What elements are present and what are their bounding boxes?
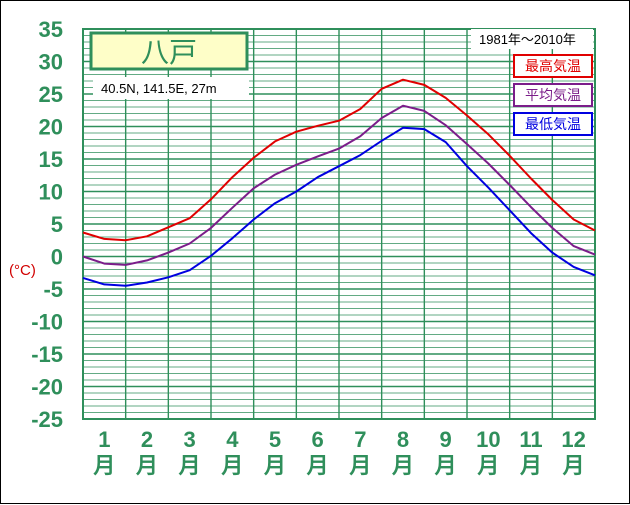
x-tick-unit: 月 [263,453,286,478]
y-tick-label: -20 [31,375,63,400]
x-tick-label: 9 [440,427,452,452]
x-tick-label: 11 [519,427,542,452]
x-tick-label: 2 [141,427,153,452]
y-tick-label: 35 [39,17,63,42]
y-tick-label: 15 [39,147,63,172]
period-label: 1981年〜2010年 [479,32,576,47]
y-tick-label: 25 [39,82,63,107]
y-tick-label: 0 [51,245,63,270]
x-tick-unit: 月 [519,453,542,478]
x-tick-label: 12 [561,427,585,452]
y-tick-label: -15 [31,342,63,367]
x-tick-unit: 月 [391,453,414,478]
y-tick-label: -5 [43,277,63,302]
title-box [89,31,249,71]
legend-label-1: 最高気温 [525,58,581,75]
legend-label-2: 平均気温 [525,88,581,104]
period-box [471,29,593,49]
location-subtitle: 40.5N, 141.5E, 27m [101,81,217,96]
series-line-3 [82,126,596,287]
y-tick-label: 30 [39,50,63,75]
x-tick-label: 3 [184,427,196,452]
y-tick-label: 20 [39,115,63,140]
series-line-1 [82,78,596,242]
x-tick-unit: 月 [306,453,329,478]
legend-box-3 [513,112,593,136]
y-tick-label: -10 [31,310,63,335]
subtitle-box [93,77,249,99]
x-tick-unit: 月 [92,453,115,478]
grid [83,29,595,419]
y-tick-label: 5 [51,212,63,237]
x-tick-unit: 月 [348,453,371,478]
x-tick-unit: 月 [562,453,585,478]
x-tick-label: 8 [397,427,409,452]
x-tick-label: 1 [98,427,110,452]
y-axis-label: (°C) [9,262,36,279]
y-tick-label: 10 [39,180,63,205]
series-lines [82,78,596,287]
x-tick-label: 10 [476,427,500,452]
legend-label-3: 最低気温 [525,117,581,133]
x-tick-unit: 月 [434,453,457,478]
x-tick-label: 5 [269,427,281,452]
x-tick-unit: 月 [178,453,201,478]
x-tick-label: 7 [354,427,366,452]
x-tick-label: 6 [312,427,324,452]
x-tick-unit: 月 [476,453,499,478]
legend-box-1 [513,54,593,78]
x-tick-label: 4 [226,427,239,452]
series-line-2 [82,104,596,266]
x-tick-unit: 月 [135,453,158,478]
x-tick-unit: 月 [220,453,243,478]
legend-box-2 [513,83,593,107]
chart-title: 八戸 [141,36,197,69]
y-axis-ticks: 35 30 25 20 15 10 5 0 -5 -10 -15 -20 -25 [31,17,63,432]
y-tick-label: -25 [31,407,63,432]
